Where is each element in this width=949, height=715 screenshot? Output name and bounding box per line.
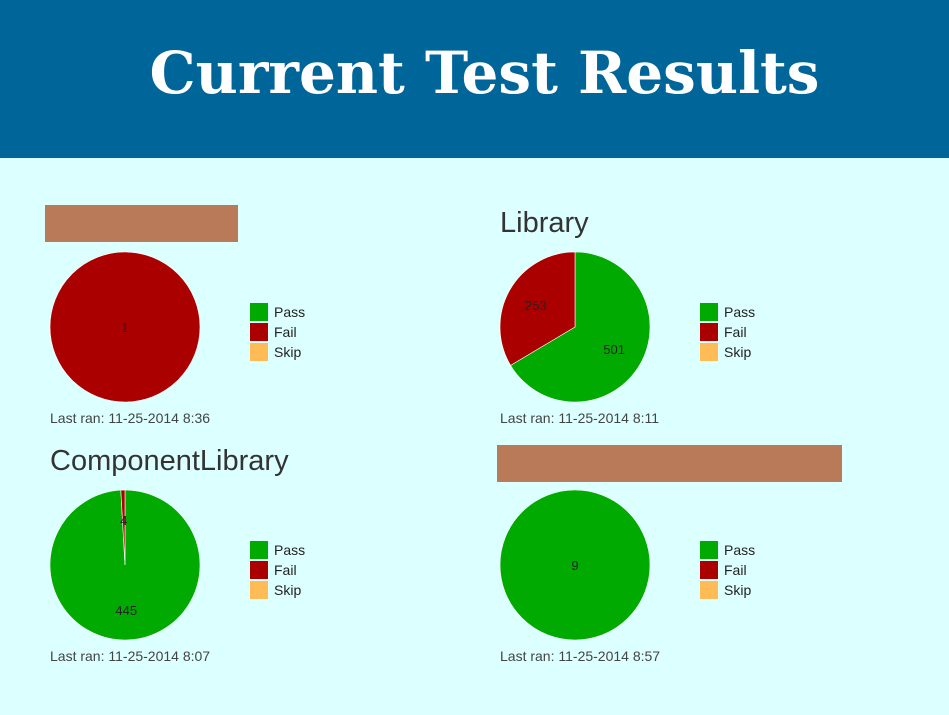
page-header: Current Test Results (0, 0, 949, 158)
legend-swatch-skip (250, 343, 268, 361)
legend-label-fail: Fail (274, 562, 297, 578)
legend-item-skip: Skip (700, 343, 820, 363)
legend-item-pass: Pass (700, 303, 820, 323)
results-panel-0: 1 Pass Fail Skip Last ran: 11-25-2014 8:… (45, 205, 485, 435)
last-ran-timestamp: 11-25-2014 8:57 (558, 648, 661, 664)
last-ran-prefix: Last ran: (50, 648, 109, 664)
last-ran-prefix: Last ran: (500, 648, 559, 664)
pie-slice-pass (510, 251, 651, 403)
legend-swatch-pass (700, 303, 718, 321)
results-panel-3: 9 Pass Fail Skip Last ran: 11-25-2014 8:… (495, 443, 935, 673)
last-ran-prefix: Last ran: (500, 410, 559, 426)
legend-label-pass: Pass (724, 542, 756, 558)
last-ran-text: Last ran: 11-25-2014 8:07 (50, 648, 210, 664)
legend-item-pass: Pass (250, 541, 370, 561)
legend-item-skip: Skip (700, 581, 820, 601)
last-ran-text: Last ran: 11-25-2014 8:11 (500, 410, 659, 426)
legend-item-fail: Fail (250, 323, 370, 343)
panel-title: ComponentLibrary (50, 445, 289, 477)
legend-label-skip: Skip (724, 582, 752, 598)
legend-swatch-fail (700, 561, 718, 579)
legend-swatch-pass (700, 541, 718, 559)
pie-chart-1: 501 253 (499, 251, 651, 403)
pie-chart-0: 1 (49, 251, 201, 403)
pie-slice-pass (499, 489, 651, 641)
pie-value-label-pass: 501 (603, 342, 625, 357)
pie-slice-fail (120, 489, 126, 566)
pie-value-label-pass: 9 (571, 558, 578, 573)
legend-item-fail: Fail (700, 561, 820, 581)
panel-title: Library (500, 207, 589, 239)
redacted-title-block (497, 445, 842, 482)
pie-chart-2: 445 4 (49, 489, 201, 641)
legend-swatch-fail (250, 323, 268, 341)
pie-chart-3: 9 (499, 489, 651, 641)
last-ran-text: Last ran: 11-25-2014 8:57 (500, 648, 660, 664)
legend-label-pass: Pass (274, 304, 306, 320)
last-ran-text: Last ran: 11-25-2014 8:36 (50, 410, 210, 426)
legend-swatch-pass (250, 303, 268, 321)
legend-label-fail: Fail (724, 324, 747, 340)
legend-swatch-skip (250, 581, 268, 599)
pie-value-label-fail: 1 (121, 320, 128, 335)
chart-legend: Pass Fail Skip (250, 541, 370, 601)
legend-label-pass: Pass (274, 542, 306, 558)
pie-value-label-fail: 4 (120, 513, 127, 528)
page-title: Current Test Results (149, 39, 820, 107)
legend-item-fail: Fail (250, 561, 370, 581)
chart-legend: Pass Fail Skip (700, 303, 820, 363)
legend-item-skip: Skip (250, 343, 370, 363)
pie-slice-fail (49, 251, 201, 403)
legend-swatch-skip (700, 343, 718, 361)
legend-item-pass: Pass (700, 541, 820, 561)
legend-label-skip: Skip (274, 582, 302, 598)
legend-label-skip: Skip (724, 344, 752, 360)
legend-item-fail: Fail (700, 323, 820, 343)
legend-label-fail: Fail (274, 324, 297, 340)
legend-swatch-fail (250, 561, 268, 579)
legend-swatch-pass (250, 541, 268, 559)
legend-label-pass: Pass (724, 304, 756, 320)
redacted-title-block (45, 205, 238, 242)
legend-label-fail: Fail (724, 562, 747, 578)
legend-item-pass: Pass (250, 303, 370, 323)
legend-label-skip: Skip (274, 344, 302, 360)
pie-slice-fail (499, 251, 576, 366)
pie-value-label-fail: 253 (525, 298, 547, 313)
last-ran-timestamp: 11-25-2014 8:11 (558, 410, 660, 426)
legend-swatch-fail (700, 323, 718, 341)
chart-legend: Pass Fail Skip (700, 541, 820, 601)
results-panel-2: ComponentLibrary 445 4 Pass Fail Skip Las… (45, 443, 485, 673)
legend-item-skip: Skip (250, 581, 370, 601)
last-ran-timestamp: 11-25-2014 8:36 (108, 410, 211, 426)
results-panel-1: Library 501 253 Pass Fail Skip Last ran: … (495, 205, 935, 435)
last-ran-prefix: Last ran: (50, 410, 109, 426)
last-ran-timestamp: 11-25-2014 8:07 (108, 648, 211, 664)
chart-legend: Pass Fail Skip (250, 303, 370, 363)
legend-swatch-skip (700, 581, 718, 599)
pie-value-label-pass: 445 (115, 603, 137, 618)
